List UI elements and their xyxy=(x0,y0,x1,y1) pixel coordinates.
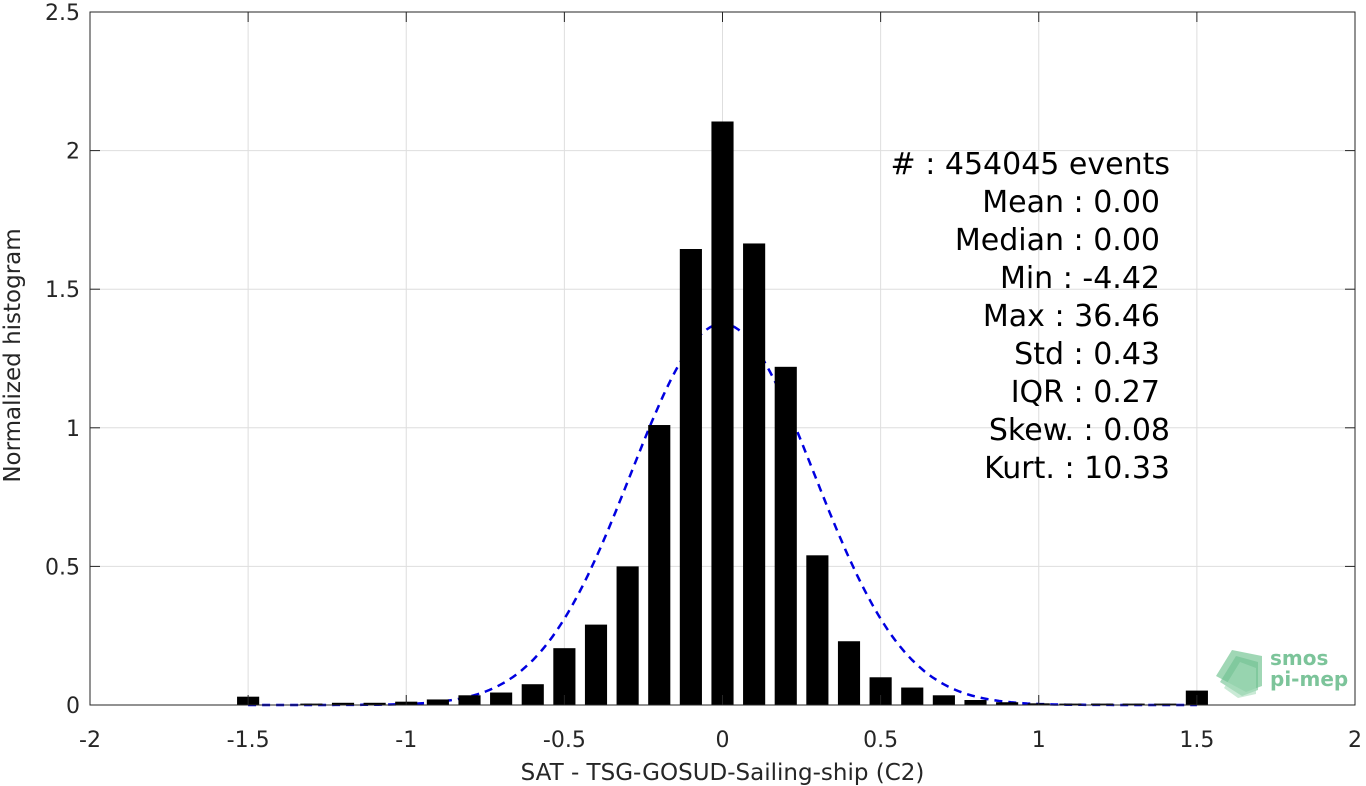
histogram-bar xyxy=(584,624,608,705)
histogram-bar xyxy=(1154,703,1177,705)
histogram-bar xyxy=(679,249,702,706)
histogram-bar xyxy=(964,700,987,705)
bars-layer xyxy=(237,121,1208,706)
histogram-bar xyxy=(711,121,734,705)
histogram-bar xyxy=(458,695,481,705)
stats-line: Max : 36.46 xyxy=(983,299,1160,334)
x-tick-label: -0.5 xyxy=(543,728,586,753)
logo-layers-icon xyxy=(1216,650,1262,698)
y-tick-label: 1 xyxy=(66,417,80,442)
histogram-bar xyxy=(837,641,861,705)
stats-line: Kurt. : 10.33 xyxy=(984,451,1170,486)
ticks-layer: -2 -1.5 -1 -0.5 0 0.5 1 1.5 2 0 0.5 1 1.5 2 2.5 xyxy=(45,1,1362,753)
x-tick-label: -2 xyxy=(79,728,101,753)
histogram-bar xyxy=(806,555,829,705)
y-tick-label: 1.5 xyxy=(45,278,80,303)
histogram-bar xyxy=(1122,703,1145,705)
stats-line: Std : 0.43 xyxy=(1014,337,1160,372)
histogram-bar xyxy=(869,677,892,705)
logo-text-pimep: pi-mep xyxy=(1270,667,1348,691)
histogram-bar xyxy=(363,702,386,705)
stats-line: # : 454045 events xyxy=(891,147,1170,182)
y-tick-label: 0 xyxy=(66,694,80,719)
histogram-bar xyxy=(521,684,544,705)
histogram-bar xyxy=(331,702,355,705)
x-tick-label: 0.5 xyxy=(863,728,898,753)
histogram-bar xyxy=(553,648,576,705)
histogram-bar xyxy=(300,703,323,705)
histogram-bar xyxy=(616,566,639,705)
histogram-bar xyxy=(743,243,766,705)
y-tick-label: 0.5 xyxy=(45,555,80,580)
histogram-bar xyxy=(932,695,955,705)
x-tick-label: -1.5 xyxy=(227,728,270,753)
stats-line: Skew. : 0.08 xyxy=(989,413,1170,448)
histogram-bar xyxy=(1059,703,1082,705)
stats-line: Mean : 0.00 xyxy=(982,185,1160,220)
smos-pi-mep-logo: smos pi-mep xyxy=(1216,646,1348,698)
stats-line: IQR : 0.27 xyxy=(1011,375,1160,410)
x-tick-label: 0 xyxy=(716,728,730,753)
histogram-bar xyxy=(1090,703,1114,705)
histogram-bar xyxy=(648,425,671,705)
histogram-bar xyxy=(426,699,449,705)
x-tick-label: 1.5 xyxy=(1179,728,1214,753)
histogram-bar xyxy=(996,702,1019,705)
y-tick-label: 2 xyxy=(66,140,80,165)
stats-line: Min : -4.42 xyxy=(1000,261,1160,296)
stats-line: Median : 0.00 xyxy=(955,223,1160,258)
x-tick-label: 1 xyxy=(1032,728,1046,753)
x-axis-label: SAT - TSG-GOSUD-Sailing-ship (C2) xyxy=(521,760,925,786)
histogram-bar xyxy=(490,692,513,705)
x-tick-label: 2 xyxy=(1348,728,1362,753)
histogram-bar xyxy=(774,366,797,705)
x-tick-label: -1 xyxy=(395,728,417,753)
y-axis-label: Normalized histogram xyxy=(0,228,26,482)
histogram-bar xyxy=(901,687,924,705)
y-tick-label: 2.5 xyxy=(45,1,80,26)
logo-text-smos: smos xyxy=(1270,646,1328,670)
